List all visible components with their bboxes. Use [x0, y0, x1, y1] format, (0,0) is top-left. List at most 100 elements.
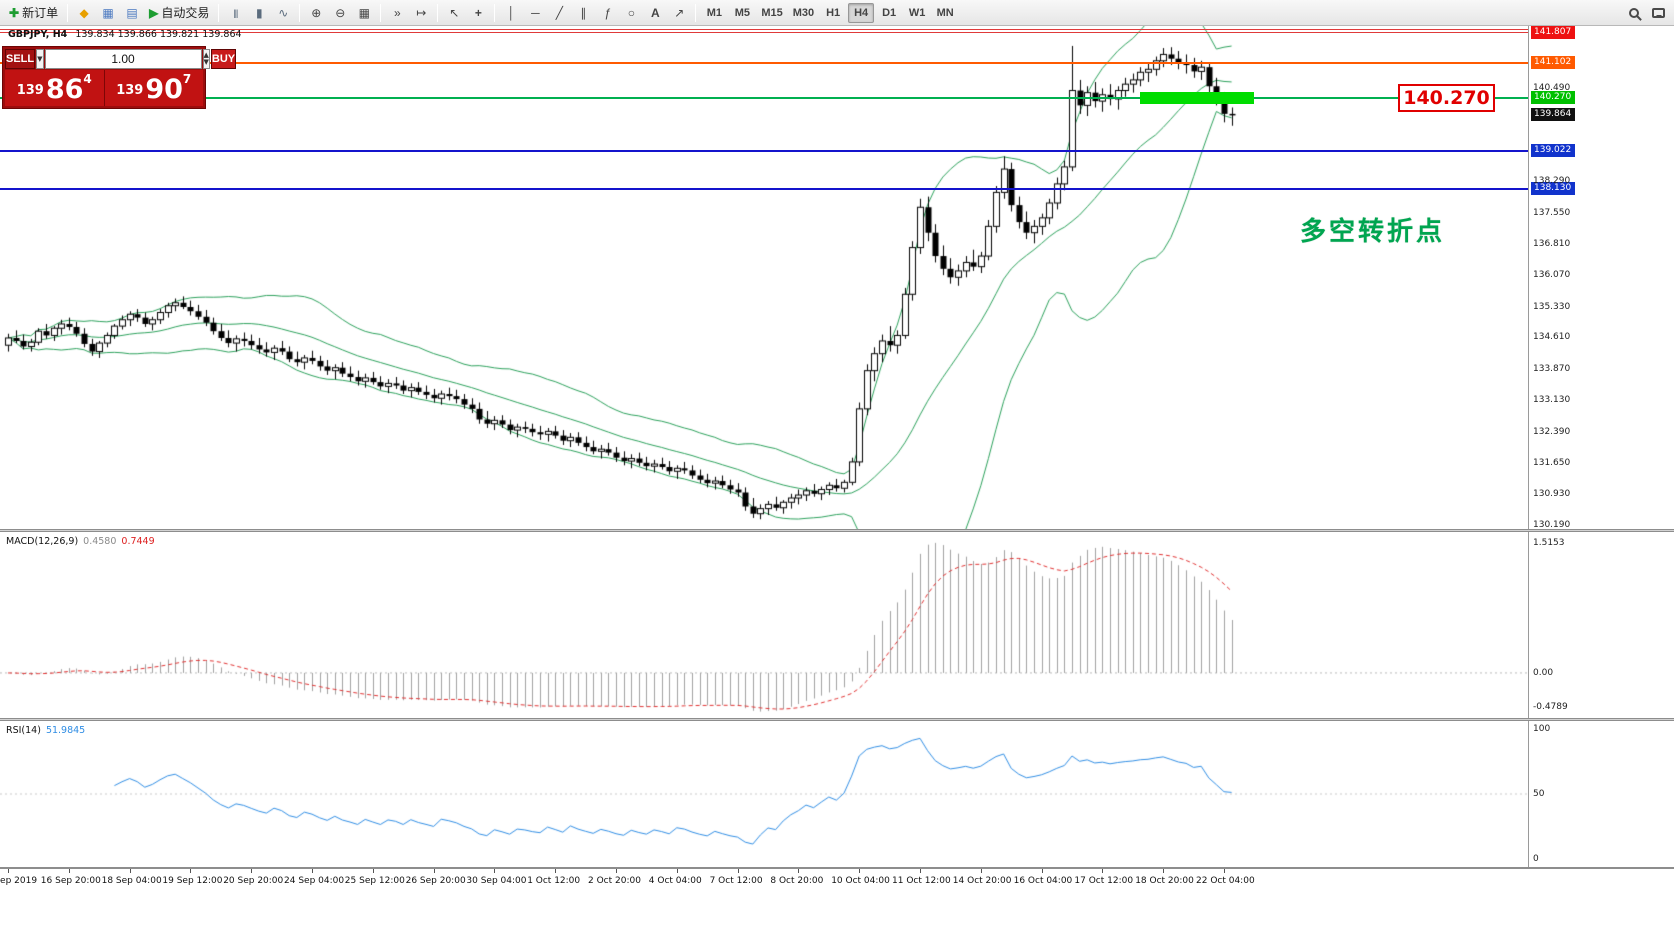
hline-141.102[interactable] [0, 61, 1528, 64]
current-price-label: 139.864 [1531, 108, 1576, 122]
chart-shift-icon: ↦ [416, 5, 427, 20]
macd-indicator-label: MACD(12,26,9) 0.4580 0.7449 [6, 536, 155, 547]
trendline-button[interactable]: ╱ [548, 3, 570, 23]
channel-icon: ∥ [580, 5, 587, 20]
price-tick: 131.650 [1533, 458, 1571, 469]
rsi-scale-label: 100 [1533, 724, 1551, 734]
time-label: 25 Sep 12:00 [344, 876, 405, 886]
time-tick [68, 869, 70, 873]
hline-141.9[interactable] [0, 28, 1528, 30]
shapes-icon: ○ [627, 5, 635, 20]
hline-140.270[interactable] [0, 97, 1528, 100]
channel-button[interactable]: ∥ [572, 3, 594, 23]
zoom-in-button[interactable]: ⊕ [305, 3, 327, 23]
vertical-line-icon: │ [507, 5, 516, 20]
time-label: 8 Oct 20:00 [770, 876, 824, 886]
cursor-button[interactable]: ↖ [443, 3, 465, 23]
time-tick [1163, 869, 1165, 873]
macd-panel-canvas[interactable] [0, 532, 1528, 718]
sell-price[interactable]: 139 86 4 [5, 70, 104, 106]
hline-138.130[interactable] [0, 188, 1528, 190]
toolbar-separator [218, 3, 220, 22]
macd-scale-bottom: -0.4789 [1533, 702, 1568, 712]
price-axis[interactable]: 141.807 141.102 140.270 139.022 138.130 140.4… [1531, 0, 1674, 949]
price-tick: 140.490 [1533, 82, 1571, 93]
text-tool-icon: A [650, 5, 660, 20]
time-tick [859, 869, 861, 873]
volume-stepper[interactable]: ▲ ▼ [202, 49, 210, 69]
hline-139.022[interactable] [0, 150, 1528, 153]
tile-windows-button[interactable]: ▦ [353, 3, 375, 23]
time-label: 10 Oct 04:00 [831, 876, 890, 886]
timeframe-h4[interactable]: H4 [848, 2, 875, 23]
rsi-panel-canvas[interactable] [0, 721, 1528, 867]
price-tick: 134.610 [1533, 332, 1571, 343]
buy-price[interactable]: 139 90 7 [105, 70, 204, 106]
rsi-name: RSI(14) [6, 725, 41, 736]
buy-button[interactable]: BUY [210, 49, 237, 69]
bar-chart-button[interactable]: ||| [224, 3, 246, 23]
one-click-trading-panel: SELL ▼ ▲▼ BUY 139 86 4 139 90 7 [2, 46, 237, 109]
crosshair-button[interactable]: + [467, 3, 489, 23]
main-chart-canvas[interactable] [0, 26, 1528, 529]
time-tick [312, 869, 313, 873]
macd-name: MACD(12,26,9) [6, 536, 79, 547]
bar-chart-icon: ||| [233, 7, 238, 18]
sell-button[interactable]: SELL [5, 49, 36, 69]
timeframe-m1[interactable]: M1 [701, 3, 727, 23]
zoom-out-icon: ⊖ [335, 5, 346, 20]
timeframe-m15[interactable]: M15 [757, 3, 786, 23]
line-chart-icon: ∿ [278, 5, 289, 20]
feedback-button[interactable] [1647, 3, 1669, 23]
zoom-out-button[interactable]: ⊖ [329, 3, 351, 23]
macd-value-1: 0.4580 [83, 536, 117, 547]
time-label: 1 Oct 12:00 [527, 876, 581, 886]
timeframe-h1[interactable]: H1 [820, 3, 846, 23]
horizontal-line-icon: ─ [531, 5, 540, 20]
shapes-button[interactable]: ○ [620, 3, 642, 23]
time-tick [251, 869, 253, 873]
highlight-zone[interactable] [1140, 92, 1255, 105]
chinese-note[interactable]: 多空转折点 [1300, 217, 1446, 247]
fibonacci-button[interactable]: ƒ [596, 3, 618, 23]
price-tick: 132.390 [1533, 426, 1571, 437]
panel-separator[interactable] [0, 529, 1674, 532]
text-tool-button[interactable]: A [644, 3, 666, 23]
profiles-button[interactable]: ▦ [97, 3, 119, 23]
search-button[interactable] [1623, 3, 1645, 23]
horizontal-line-button[interactable]: ─ [524, 3, 546, 23]
time-label: 18 Oct 20:00 [1135, 876, 1194, 886]
rsi-scale-label: 0 [1533, 854, 1539, 864]
volume-dropdown[interactable]: ▼ [36, 49, 44, 69]
symbol-ohlc-label: GBPJPY, H4 139.834 139.866 139.821 139.8… [8, 29, 242, 40]
auto-trading-button[interactable]: ▶ 自动交易 [145, 3, 213, 23]
rsi-scale-label: 50 [1533, 789, 1545, 799]
mql-community-button[interactable]: ◆ [73, 3, 95, 23]
timeframe-m5[interactable]: M5 [729, 3, 755, 23]
auto-scroll-icon: » [393, 5, 401, 20]
volume-input[interactable] [44, 49, 202, 69]
rsi-indicator-label: RSI(14) 51.9845 [6, 725, 85, 736]
new-order-button[interactable]: ✚ 新订单 [5, 3, 62, 23]
price-tick: 133.130 [1533, 395, 1571, 406]
vertical-line-button[interactable]: │ [500, 3, 522, 23]
candlestick-chart-button[interactable]: ▮ [248, 3, 270, 23]
time-tick [372, 869, 374, 873]
price-callout-box[interactable]: 140.270 [1398, 84, 1495, 113]
chart-shift-button[interactable]: ↦ [410, 3, 432, 23]
panel-separator[interactable] [0, 867, 1674, 869]
timeframe-m30[interactable]: M30 [789, 3, 818, 23]
timeframe-d1[interactable]: D1 [876, 3, 902, 23]
time-label: 22 Oct 04:00 [1196, 876, 1255, 886]
line-chart-button[interactable]: ∿ [272, 3, 294, 23]
panel-separator[interactable] [0, 718, 1674, 721]
auto-scroll-button[interactable]: » [386, 3, 408, 23]
timeframe-w1[interactable]: W1 [904, 3, 930, 23]
time-tick [737, 869, 739, 873]
market-watch-button[interactable]: ▤ [121, 3, 143, 23]
hline-141.807[interactable] [0, 32, 1528, 34]
timeframe-mn[interactable]: MN [932, 3, 958, 23]
auto-trading-label: 自动交易 [161, 6, 210, 20]
arrows-tool-button[interactable]: ↗ [668, 3, 690, 23]
